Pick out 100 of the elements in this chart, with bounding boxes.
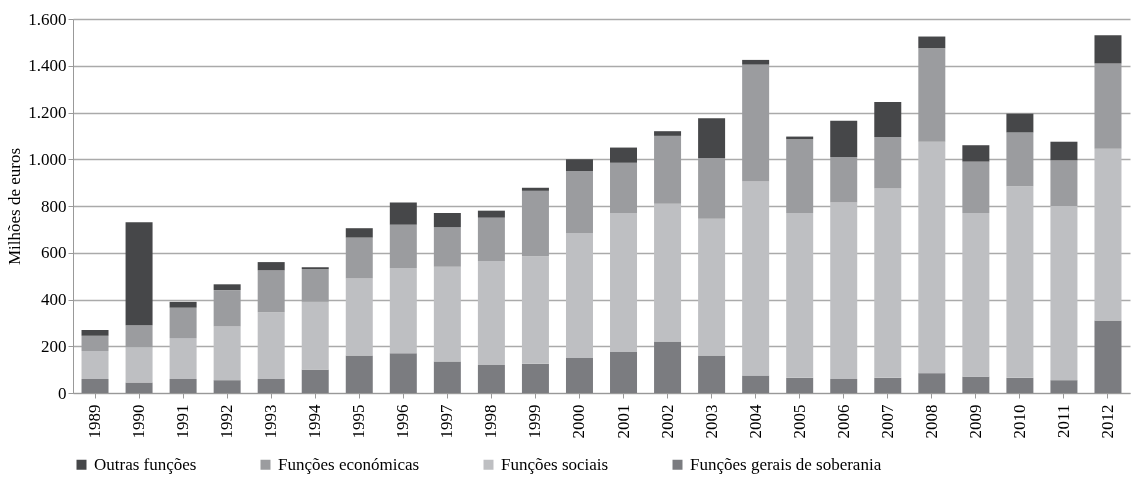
bar — [389, 202, 417, 225]
bar — [521, 187, 549, 191]
bar — [786, 377, 814, 393]
bar — [169, 307, 197, 339]
bar — [257, 270, 285, 313]
legend-label: Funções gerais de soberania — [690, 454, 882, 474]
bar — [830, 120, 858, 157]
bar — [654, 341, 682, 393]
bar — [742, 64, 770, 182]
bar — [698, 355, 726, 393]
bar — [742, 375, 770, 393]
bar — [874, 137, 902, 189]
bar — [433, 361, 461, 393]
bar — [345, 228, 373, 238]
x-tick-label: 2009 — [965, 404, 985, 439]
x-tick-label: 2006 — [833, 404, 853, 439]
legend-label: Funções sociais — [501, 454, 609, 474]
x-tick-label: 1994 — [305, 404, 325, 439]
x-tick-label: 1997 — [437, 404, 457, 439]
x-tick-label: 2005 — [789, 404, 809, 439]
bar — [433, 213, 461, 228]
x-tick-label: 2012 — [1097, 404, 1117, 439]
y-tick-label: 0 — [58, 383, 67, 403]
bar — [125, 325, 153, 348]
x-tick-label: 2011 — [1053, 404, 1073, 438]
bar — [962, 376, 990, 393]
x-tick-label: 2010 — [1009, 404, 1029, 439]
x-tick-label: 1998 — [481, 404, 501, 439]
bar — [521, 190, 549, 257]
bar — [565, 159, 593, 171]
y-axis-title: Milhões de euros — [5, 147, 25, 266]
bar — [389, 267, 417, 354]
bar — [1050, 160, 1078, 206]
bar — [830, 156, 858, 203]
x-tick-label: 1991 — [173, 404, 193, 439]
bar — [477, 217, 505, 261]
y-tick-label: 800 — [41, 196, 67, 216]
bar — [521, 363, 549, 393]
x-tick-label: 2007 — [877, 404, 897, 439]
y-tick-label: 200 — [41, 336, 67, 356]
bar — [610, 162, 638, 214]
x-tick-label: 1990 — [129, 404, 149, 439]
x-tick-label: 2008 — [921, 404, 941, 439]
bar — [830, 202, 858, 379]
x-tick-label: 2000 — [569, 404, 589, 439]
bar — [1094, 148, 1122, 321]
x-tick-label: 1995 — [349, 404, 369, 439]
bar — [1050, 206, 1078, 381]
bar — [874, 377, 902, 393]
bar — [301, 369, 329, 393]
bar — [698, 158, 726, 219]
bar — [257, 378, 285, 393]
bar — [389, 353, 417, 393]
bar — [81, 350, 109, 379]
bar — [477, 364, 505, 393]
bar — [169, 378, 197, 393]
bar — [345, 355, 373, 393]
bar — [1006, 377, 1034, 393]
x-tick-label: 1992 — [217, 404, 237, 439]
bar — [125, 382, 153, 393]
x-tick-label: 2002 — [657, 404, 677, 439]
bar — [654, 131, 682, 136]
bar — [257, 262, 285, 271]
bar — [433, 266, 461, 362]
bar — [698, 218, 726, 356]
bar — [1006, 132, 1034, 187]
bar — [1006, 186, 1034, 378]
bar — [874, 101, 902, 138]
y-tick-label: 400 — [41, 290, 67, 309]
bar — [169, 338, 197, 379]
bar — [698, 118, 726, 159]
x-tick-label: 1993 — [261, 404, 281, 439]
bar — [301, 301, 329, 370]
bar — [565, 357, 593, 393]
y-tick-label: 600 — [41, 243, 67, 263]
bar — [345, 237, 373, 279]
bar — [477, 210, 505, 218]
bar — [1006, 113, 1034, 133]
bar — [830, 378, 858, 393]
bar — [345, 278, 373, 356]
bar — [565, 170, 593, 233]
bar — [962, 145, 990, 162]
y-tick-label: 1.400 — [28, 56, 67, 76]
x-tick-label: 1996 — [393, 404, 413, 439]
y-tick-label: 1.200 — [28, 103, 67, 122]
bar — [125, 222, 153, 326]
bar — [610, 352, 638, 393]
bar — [918, 141, 946, 374]
bar — [81, 335, 109, 351]
bar — [742, 181, 770, 376]
legend-label: Funções económicas — [278, 454, 420, 474]
bar — [1050, 380, 1078, 393]
x-tick-label: 1989 — [85, 404, 105, 439]
bar — [213, 284, 241, 291]
bar — [1094, 320, 1122, 393]
x-tick-label: 2004 — [745, 404, 765, 439]
bar — [610, 213, 638, 353]
bar — [389, 224, 417, 268]
y-tick-label: 1.600 — [28, 9, 67, 29]
bar — [918, 36, 946, 49]
